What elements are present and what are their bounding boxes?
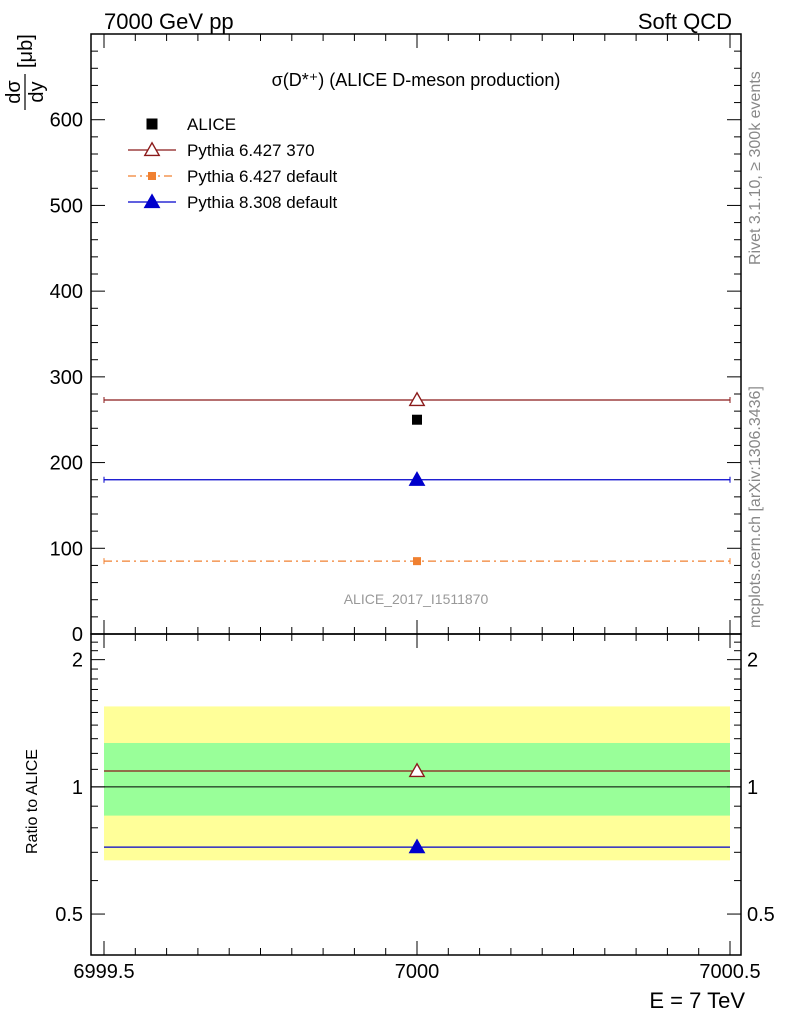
header-left: 7000 GeV pp: [104, 9, 234, 34]
legend-label-alice: ALICE: [187, 115, 236, 134]
axis-tick-labels: 0 100 200 300 400 500 600 0.5 0.5 1 1 2 2 6999.5 7000 7…: [50, 110, 775, 983]
series-main: [103, 391, 731, 566]
header-right: Soft QCD: [638, 9, 732, 34]
y-tick-label-main: 100: [50, 538, 83, 560]
x-axis-label: E = 7 TeV: [649, 988, 745, 1013]
series-ratio: [104, 762, 730, 854]
y-tick-label-main: 600: [50, 110, 83, 132]
ratio-plot-frame: [90, 633, 742, 956]
data-point-pythia-6-427-default: [413, 557, 421, 566]
y-axis-label-main: dσ dy [μb]: [3, 34, 48, 110]
y-tick-label-main: 200: [50, 453, 83, 475]
x-tick-label: 7000.5: [699, 961, 760, 983]
ratio-band-stat: [104, 742, 730, 816]
chart-title: σ(D*⁺) (ALICE D-meson production): [272, 70, 561, 90]
analysis-label: ALICE_2017_I1511870: [344, 591, 489, 607]
legend-marker-alice: [146, 118, 158, 130]
axis-ticks: [91, 33, 741, 956]
legend-marker-pythia-8-308-default: [143, 193, 161, 209]
legend: ALICE Pythia 6.427 370 Pythia 6.427 defaul…: [128, 115, 338, 212]
y-tick-label-ratio-right: 1: [747, 777, 758, 799]
y-tick-label-ratio: 0.5: [55, 904, 83, 926]
y-tick-label-main: 0: [72, 624, 83, 646]
data-point-pythia-8-308-default: [408, 471, 426, 486]
y-tick-label-main: 300: [50, 367, 83, 389]
ratio-point-pythia-8-308-default: [408, 838, 426, 854]
y-label-unit: [μb]: [15, 34, 37, 68]
ratio-bands: [91, 706, 741, 861]
y-tick-label-ratio-right: 2: [747, 650, 758, 672]
x-tick-label: 7000: [395, 961, 440, 983]
y-tick-label-ratio: 1: [72, 777, 83, 799]
legend-label-pythia-6-427-default: Pythia 6.427 default: [187, 167, 338, 186]
legend-label-pythia-8-308-default: Pythia 8.308 default: [187, 193, 338, 212]
y-tick-label-ratio: 2: [72, 650, 83, 672]
y-tick-label-main: 400: [50, 281, 83, 303]
y-label-denominator: dy: [26, 81, 48, 102]
data-point-pythia-6-427-370: [408, 391, 426, 407]
y-axis-label-ratio: Ratio to ALICE: [24, 749, 41, 854]
rivet-label: Rivet 3.1.10, ≥ 300k events: [747, 71, 764, 265]
legend-marker-pythia-6-427-default: [148, 172, 156, 180]
y-label-numerator: dσ: [3, 80, 25, 104]
mcplots-label: mcplots.cern.ch [arXiv:1306.3436]: [747, 386, 764, 628]
legend-label-pythia-6-427-370: Pythia 6.427 370: [187, 141, 315, 160]
ratio-point-pythia-6-427-370: [408, 762, 426, 778]
legend-marker-pythia-6-427-370: [143, 141, 161, 157]
y-tick-label-ratio-right: 0.5: [747, 904, 775, 926]
data-point-alice: [412, 414, 422, 425]
x-tick-label: 6999.5: [73, 961, 134, 983]
y-tick-label-main: 500: [50, 195, 83, 217]
